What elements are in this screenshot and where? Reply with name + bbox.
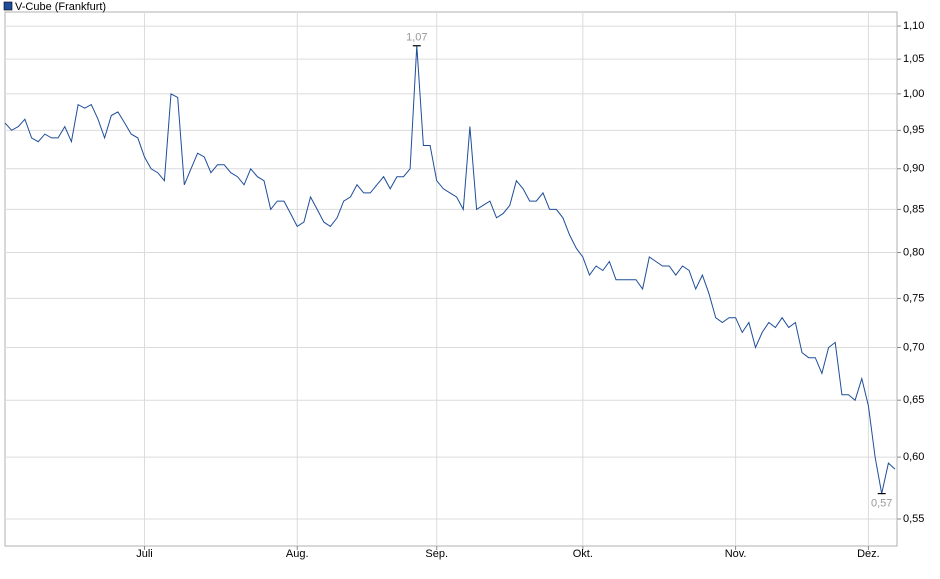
y-tick-label: 0,55 bbox=[903, 513, 924, 525]
y-tick-label: 0,70 bbox=[903, 341, 924, 353]
legend-label: V-Cube (Frankfurt) bbox=[15, 1, 106, 13]
x-tick-label: Juli bbox=[136, 548, 153, 560]
y-tick-label: 0,60 bbox=[903, 451, 924, 463]
extreme-label: 0,57 bbox=[871, 497, 892, 509]
plot-frame bbox=[4, 11, 898, 547]
x-tick-label: Aug. bbox=[286, 548, 309, 560]
y-tick-label: 0,75 bbox=[903, 292, 924, 304]
y-tick-label: 1,05 bbox=[903, 53, 924, 65]
y-tick-label: 0,80 bbox=[903, 246, 924, 258]
x-tick-label: Okt. bbox=[573, 548, 593, 560]
y-tick-label: 0,90 bbox=[903, 163, 924, 175]
y-tick-label: 0,65 bbox=[903, 394, 924, 406]
x-tick-label: Nov. bbox=[725, 548, 747, 560]
y-tick-label: 0,85 bbox=[903, 203, 924, 215]
legend-swatch bbox=[3, 1, 13, 11]
x-tick-label: Sep. bbox=[425, 548, 448, 560]
y-tick-label: 1,00 bbox=[903, 88, 924, 100]
price-line bbox=[4, 45, 896, 494]
y-tick-label: 0,95 bbox=[903, 124, 924, 136]
y-tick-label: 1,10 bbox=[903, 20, 924, 32]
x-tick-label: Dez. bbox=[857, 548, 880, 560]
extreme-label: 1,07 bbox=[406, 32, 427, 44]
